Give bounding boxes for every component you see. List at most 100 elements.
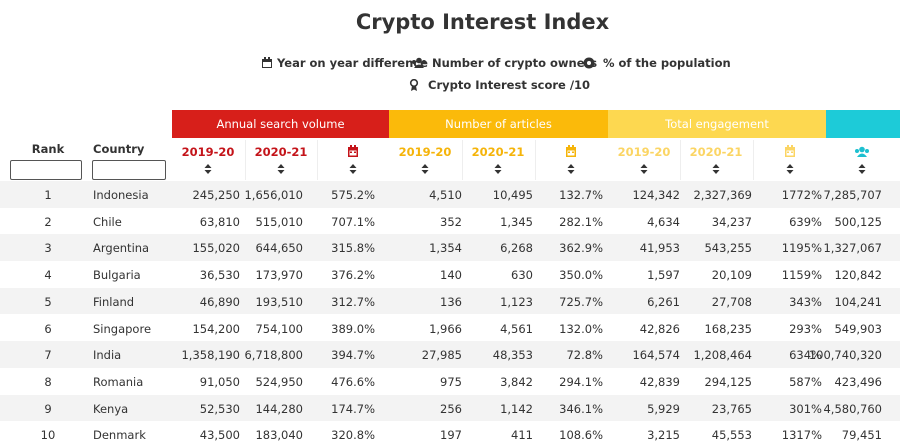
group-header: Crypto o [826, 110, 900, 138]
cell: 120,842 [834, 268, 882, 283]
country-filter[interactable] [92, 160, 166, 180]
table-row [0, 314, 900, 342]
percent-icon [583, 57, 595, 69]
cell: 4,510 [429, 188, 462, 202]
rank: 10 [40, 428, 56, 443]
country: India [93, 348, 122, 363]
sort-icon[interactable] [640, 163, 648, 175]
cell: 1159% [781, 268, 822, 283]
cell: 144,280 [255, 401, 303, 416]
cell: 79,451 [841, 428, 882, 443]
cell: 256 [440, 401, 462, 416]
cell: 36,530 [199, 268, 240, 283]
cell: 164,574 [632, 348, 680, 363]
cell: 524,950 [255, 374, 303, 389]
cell: 3,842 [500, 374, 533, 389]
country: Romania [93, 374, 144, 389]
cell: 23,765 [711, 401, 752, 416]
rank-filter[interactable] [10, 160, 82, 180]
cell: 293% [789, 321, 822, 336]
sort-icon[interactable] [858, 163, 866, 175]
cell: 294,125 [704, 374, 752, 389]
sort-icon[interactable] [494, 163, 502, 175]
cell: 7,285,707 [823, 188, 882, 202]
cell: 132.7% [559, 188, 603, 202]
table-row [0, 421, 900, 448]
users-icon [412, 57, 426, 68]
group-header: Number of articles [389, 110, 608, 138]
cell: 312.7% [331, 294, 375, 309]
sort-icon[interactable] [349, 163, 357, 175]
year-header: 2020-21 [254, 145, 308, 159]
cell: 500,125 [834, 214, 882, 229]
cell: 183,040 [255, 428, 303, 443]
cell: 1,208,464 [693, 348, 752, 363]
table-row [0, 367, 900, 395]
rank: 9 [44, 401, 52, 416]
sort-icon[interactable] [567, 163, 575, 175]
cell: 6,268 [500, 241, 533, 256]
cell: 630 [511, 268, 533, 283]
award-icon [409, 79, 419, 91]
cell: 154,200 [192, 321, 240, 336]
cell: 575.2% [331, 188, 375, 202]
cell: 48,353 [492, 348, 533, 363]
rank: 6 [44, 321, 52, 336]
sort-icon[interactable] [712, 163, 720, 175]
cell: 1,123 [500, 294, 533, 309]
cell: 124,342 [632, 188, 680, 202]
cell: 42,839 [639, 374, 680, 389]
cell: 46,890 [199, 294, 240, 309]
cell: 43,500 [199, 428, 240, 443]
sort-icon[interactable] [277, 163, 285, 175]
separator [462, 140, 463, 180]
rank: 1 [44, 188, 52, 202]
country: Finland [93, 294, 135, 309]
table-row [0, 234, 900, 262]
cell: 193,510 [255, 294, 303, 309]
cell: 104,241 [834, 294, 882, 309]
cell: 108.6% [559, 428, 603, 443]
cell: 634% [789, 348, 822, 363]
legend-item: Crypto Interest score /10 [428, 78, 591, 92]
cell: 343% [789, 294, 822, 309]
sort-icon[interactable] [421, 163, 429, 175]
cell: 411 [511, 428, 533, 443]
cell: 41,953 [639, 241, 680, 256]
cell: 1,597 [647, 268, 680, 283]
sort-icon[interactable] [786, 163, 794, 175]
cell: 389.0% [331, 321, 375, 336]
cell: 1317% [781, 428, 822, 443]
sort-icon[interactable] [204, 163, 212, 175]
calendar-icon [262, 57, 272, 68]
year-header: 2020-21 [689, 145, 743, 159]
cell: 136 [440, 294, 462, 309]
users-icon [855, 146, 869, 157]
country: Denmark [93, 428, 146, 443]
table-row [0, 207, 900, 235]
cell: 376.2% [331, 268, 375, 283]
cell: 350.0% [559, 268, 603, 283]
cell: 1772% [781, 188, 822, 202]
cell: 100,740,320 [808, 348, 882, 363]
cell: 63,810 [199, 214, 240, 229]
separator [245, 140, 246, 180]
table-row [0, 181, 900, 208]
cell: 754,100 [255, 321, 303, 336]
cell: 294.1% [559, 374, 603, 389]
cell: 20,109 [711, 268, 752, 283]
cell: 1,358,190 [181, 348, 240, 363]
group-header: Annual search volume [172, 110, 389, 138]
cell: 155,020 [192, 241, 240, 256]
cell: 52,530 [199, 401, 240, 416]
title: Crypto Interest Index [355, 10, 610, 34]
country: Chile [93, 214, 122, 229]
cell: 34,237 [711, 214, 752, 229]
cell: 1,656,010 [244, 188, 303, 202]
country: Indonesia [93, 188, 149, 202]
calendar-icon [785, 145, 795, 157]
cell: 587% [789, 374, 822, 389]
country: Argentina [93, 241, 150, 256]
country: Kenya [93, 401, 129, 416]
cell: 1,966 [429, 321, 462, 336]
